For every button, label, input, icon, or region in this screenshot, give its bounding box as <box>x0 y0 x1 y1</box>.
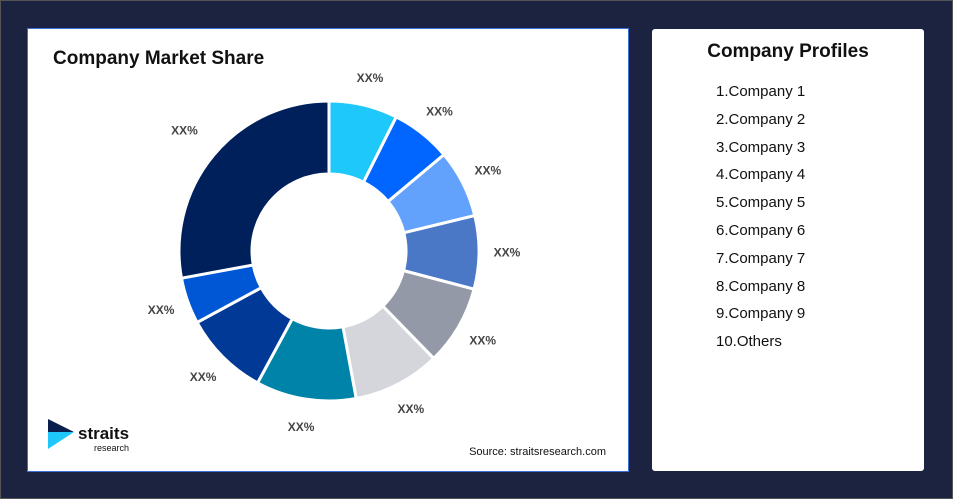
data-label: XX% <box>397 402 424 416</box>
chart-title: Company Market Share <box>53 48 265 69</box>
data-label: XX% <box>190 370 217 384</box>
data-label: XX% <box>475 164 502 178</box>
data-label: XX% <box>494 246 521 260</box>
data-label: XX% <box>469 334 496 348</box>
profile-item: 2.Company 2 <box>716 110 806 128</box>
profiles-title: Company Profiles <box>707 41 869 62</box>
data-label: XX% <box>357 71 384 85</box>
profile-item: 9.Company 9 <box>716 305 806 323</box>
svg-text:research: research <box>94 443 129 453</box>
profile-item: 6.Company 6 <box>716 221 806 239</box>
profile-item: 7.Company 7 <box>716 249 806 267</box>
slice-10 <box>177 99 331 280</box>
data-label: XX% <box>426 104 453 118</box>
profile-item: 8.Company 8 <box>716 277 806 295</box>
svg-text:straits: straits <box>78 424 129 443</box>
company-profiles-panel: Company Profiles 1.Company 1 2.Company 2 3… <box>652 29 924 471</box>
data-label: XX% <box>148 303 175 317</box>
straits-logo: straits research <box>48 419 138 464</box>
source-text: Source: straitsresearch.com <box>469 446 606 458</box>
chart-card: Company Market Share XX% XX% XX% XX% XX% XX% X… <box>27 28 629 472</box>
data-label: XX% <box>171 124 198 138</box>
donut-chart: XX% XX% XX% XX% XX% XX% XX% XX% XX% XX% <box>148 71 521 434</box>
profile-item: 3.Company 3 <box>716 138 806 156</box>
profile-item: 4.Company 4 <box>716 166 806 184</box>
profile-item: 1.Company 1 <box>716 83 806 100</box>
profile-item: 5.Company 5 <box>716 194 806 212</box>
data-label: XX% <box>288 420 315 434</box>
profile-item: 10.Others <box>716 333 782 351</box>
